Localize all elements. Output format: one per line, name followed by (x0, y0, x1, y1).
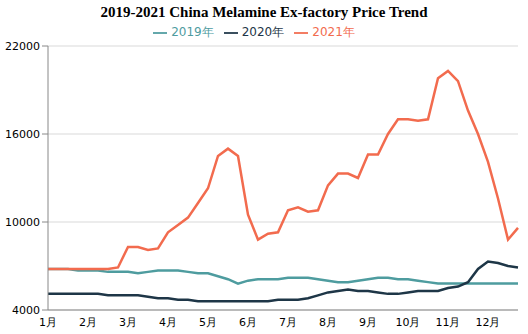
svg-text:3月: 3月 (119, 316, 137, 329)
svg-text:1月: 1月 (39, 316, 57, 329)
html-text:2020年: 2020年 (241, 25, 285, 39)
svg-text:16000: 16000 (8, 128, 40, 141)
svg-text:10月: 10月 (396, 316, 421, 329)
svg-text:10000: 10000 (8, 216, 40, 229)
svg-text:7月: 7月 (279, 316, 297, 329)
svg-text:4000: 4000 (12, 304, 40, 317)
svg-text:9月: 9月 (359, 316, 377, 329)
svg-text:2月: 2月 (79, 316, 97, 329)
svg-text:4月: 4月 (159, 316, 177, 329)
svg-text:5月: 5月 (199, 316, 217, 329)
html-text:2021年: 2021年 (312, 25, 355, 39)
svg-text:11月: 11月 (436, 316, 461, 329)
html-text:2019年: 2019年 (171, 25, 214, 39)
html-text:2019-2021 China Melamine Ex-fa: 2019-2021 China Melamine Ex-factory Pric… (100, 4, 428, 20)
svg-text:6月: 6月 (239, 316, 257, 329)
svg-text:8月: 8月 (319, 316, 337, 329)
svg-text:12月: 12月 (476, 316, 501, 329)
svg-text:22000: 22000 (8, 40, 40, 53)
